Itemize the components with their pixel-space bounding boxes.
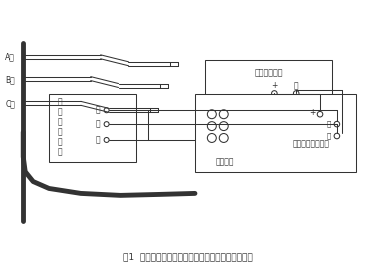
Circle shape bbox=[207, 110, 216, 119]
Circle shape bbox=[293, 91, 299, 96]
Text: 合: 合 bbox=[327, 121, 331, 127]
Circle shape bbox=[219, 134, 228, 143]
Circle shape bbox=[104, 122, 109, 126]
Text: －: － bbox=[294, 81, 299, 90]
Bar bbox=[195, 94, 356, 172]
Text: 合: 合 bbox=[95, 106, 100, 115]
Text: 路: 路 bbox=[58, 108, 62, 117]
Bar bbox=[205, 60, 332, 107]
Text: 可调直流电源: 可调直流电源 bbox=[254, 68, 283, 77]
Text: C相: C相 bbox=[5, 100, 15, 109]
Text: 断路器特性测试仪: 断路器特性测试仪 bbox=[293, 140, 329, 149]
Bar bbox=[49, 94, 136, 162]
Text: 分: 分 bbox=[327, 133, 331, 139]
Text: +: + bbox=[309, 108, 315, 117]
Text: 制: 制 bbox=[58, 137, 62, 146]
Text: +: + bbox=[271, 81, 277, 90]
Text: 控: 控 bbox=[58, 128, 62, 137]
Text: 断: 断 bbox=[58, 98, 62, 107]
Circle shape bbox=[271, 91, 277, 96]
Text: 箱: 箱 bbox=[58, 147, 62, 156]
Text: 时间通道: 时间通道 bbox=[216, 157, 234, 166]
Circle shape bbox=[334, 133, 340, 139]
Circle shape bbox=[219, 110, 228, 119]
Text: －: － bbox=[95, 135, 100, 144]
Circle shape bbox=[207, 134, 216, 143]
Circle shape bbox=[104, 108, 109, 113]
Text: 图1  合分闸时间、同期性及合闸弹跳时间试验接线图: 图1 合分闸时间、同期性及合闸弹跳时间试验接线图 bbox=[123, 252, 253, 261]
Text: 分: 分 bbox=[95, 120, 100, 129]
Circle shape bbox=[219, 122, 228, 131]
Text: B相: B相 bbox=[5, 75, 15, 84]
Text: A相: A相 bbox=[5, 52, 15, 61]
Circle shape bbox=[207, 122, 216, 131]
Text: 器: 器 bbox=[58, 118, 62, 127]
Circle shape bbox=[104, 137, 109, 143]
Circle shape bbox=[317, 112, 323, 117]
Circle shape bbox=[334, 121, 340, 127]
